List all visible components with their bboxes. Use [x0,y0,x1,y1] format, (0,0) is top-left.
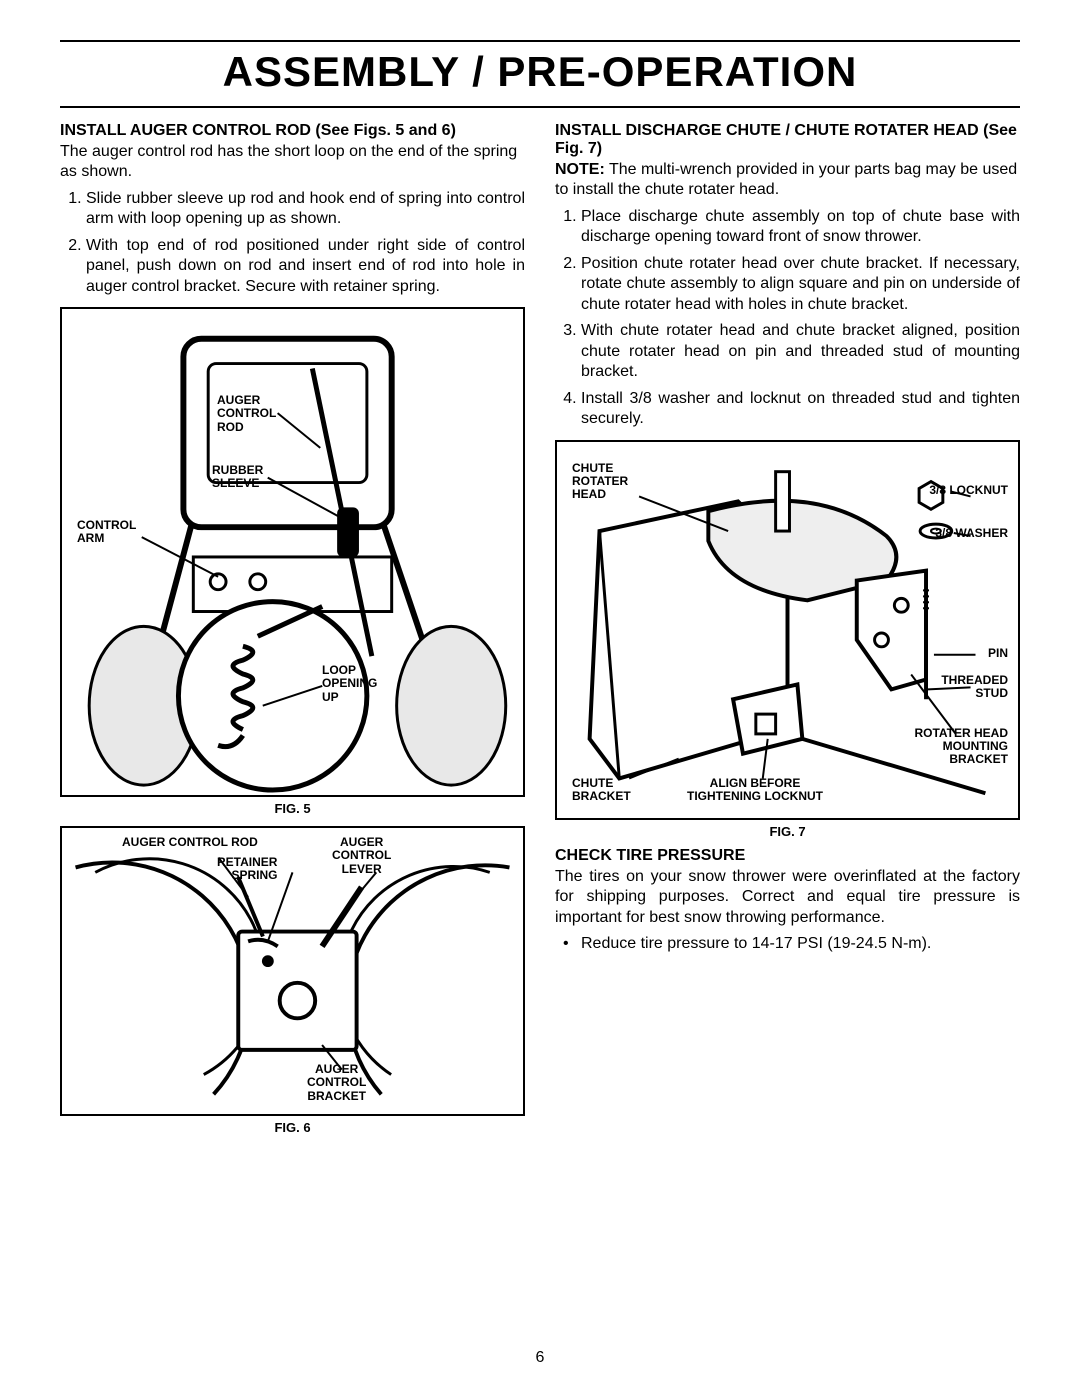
label-rubber-sleeve: RUBBER SLEEVE [212,464,263,490]
label-loop-opening-up: LOOP OPENING UP [322,664,377,704]
intro-auger-rod: The auger control rod has the short loop… [60,142,525,183]
label-auger-control-bracket: AUGER CONTROL BRACKET [307,1063,366,1103]
figure-7: CHUTE ROTATER HEAD 3/8 LOCKNUT 3/8 WASHE… [555,440,1020,820]
step-item: With top end of rod positioned under rig… [86,236,525,297]
step-item: Position chute rotater head over chute b… [581,254,1020,315]
step-item: Place discharge chute assembly on top of… [581,207,1020,248]
note-chute: NOTE: The multi-wrench provided in your … [555,160,1020,201]
figure-6: AUGER CONTROL ROD AUGER CONTROL LEVER RE… [60,826,525,1116]
label-rotater-head-mounting-bracket: ROTATER HEAD MOUNTING BRACKET [914,727,1008,767]
label-locknut: 3/8 LOCKNUT [929,484,1008,497]
step-item: With chute rotater head and chute bracke… [581,321,1020,382]
figure-5-svg [62,309,523,795]
steps-auger-rod: Slide rubber sleeve up rod and hook end … [60,189,525,297]
page-number: 6 [0,1349,1080,1367]
label-pin: PIN [988,647,1008,660]
title-rule [60,106,1020,108]
figure-6-svg [62,828,523,1114]
label-washer: 3/8 WASHER [935,527,1008,540]
bullets-tire-pressure: Reduce tire pressure to 14-17 PSI (19-24… [555,934,1020,954]
body-tire-pressure: The tires on your snow thrower were over… [555,867,1020,928]
figure-6-caption: FIG. 6 [60,1120,525,1135]
label-auger-control-lever: AUGER CONTROL LEVER [332,836,391,876]
label-retainer-spring: RETAINER SPRING [217,856,277,882]
step-item: Install 3/8 washer and locknut on thread… [581,389,1020,430]
label-threaded-stud: THREADED STUD [941,674,1008,700]
steps-chute: Place discharge chute assembly on top of… [555,207,1020,430]
figure-7-caption: FIG. 7 [555,824,1020,839]
figure-5: AUGER CONTROL ROD RUBBER SLEEVE CONTROL … [60,307,525,797]
label-auger-control-rod-6: AUGER CONTROL ROD [122,836,258,849]
label-chute-rotater-head: CHUTE ROTATER HEAD [572,462,628,502]
two-column-layout: INSTALL AUGER CONTROL ROD (See Figs. 5 a… [60,122,1020,1141]
label-chute-bracket: CHUTE BRACKET [572,777,631,803]
heading-install-chute: INSTALL DISCHARGE CHUTE / CHUTE ROTATER … [555,122,1020,158]
note-text: The multi-wrench provided in your parts … [555,161,1017,198]
heading-tire-pressure: CHECK TIRE PRESSURE [555,847,1020,865]
label-auger-control-rod: AUGER CONTROL ROD [217,394,276,434]
figure-5-caption: FIG. 5 [60,801,525,816]
left-column: INSTALL AUGER CONTROL ROD (See Figs. 5 a… [60,122,525,1141]
label-control-arm: CONTROL ARM [77,519,136,545]
page-title: ASSEMBLY / PRE-OPERATION [60,42,1020,106]
heading-install-auger-rod: INSTALL AUGER CONTROL ROD (See Figs. 5 a… [60,122,525,140]
note-label: NOTE: [555,161,605,178]
right-column: INSTALL DISCHARGE CHUTE / CHUTE ROTATER … [555,122,1020,1141]
label-align-before: ALIGN BEFORE TIGHTENING LOCKNUT [687,777,823,803]
bullet-item: Reduce tire pressure to 14-17 PSI (19-24… [581,934,1020,954]
step-item: Slide rubber sleeve up rod and hook end … [86,189,525,230]
